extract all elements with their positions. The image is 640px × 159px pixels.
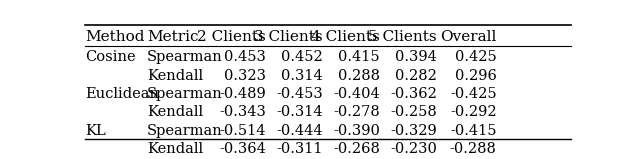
Text: -0.268: -0.268	[333, 142, 380, 156]
Text: 0.453: 0.453	[224, 50, 266, 64]
Text: Kendall: Kendall	[147, 105, 203, 119]
Text: -0.230: -0.230	[390, 142, 437, 156]
Text: -0.343: -0.343	[219, 105, 266, 119]
Text: -0.258: -0.258	[390, 105, 437, 119]
Text: 0.425: 0.425	[455, 50, 497, 64]
Text: -0.364: -0.364	[219, 142, 266, 156]
Text: 0.296: 0.296	[455, 69, 497, 83]
Text: Kendall: Kendall	[147, 69, 203, 83]
Text: 0.323: 0.323	[224, 69, 266, 83]
Text: Euclidean: Euclidean	[85, 87, 159, 101]
Text: 2 Clients: 2 Clients	[197, 30, 266, 44]
Text: Kendall: Kendall	[147, 142, 203, 156]
Text: -0.489: -0.489	[220, 87, 266, 101]
Text: 3 Clients: 3 Clients	[255, 30, 323, 44]
Text: -0.329: -0.329	[390, 124, 437, 138]
Text: -0.514: -0.514	[220, 124, 266, 138]
Text: 0.394: 0.394	[396, 50, 437, 64]
Text: Overall: Overall	[440, 30, 497, 44]
Text: -0.314: -0.314	[276, 105, 323, 119]
Text: Metric: Metric	[147, 30, 198, 44]
Text: -0.288: -0.288	[450, 142, 497, 156]
Text: -0.404: -0.404	[333, 87, 380, 101]
Text: -0.311: -0.311	[276, 142, 323, 156]
Text: 4 Clients: 4 Clients	[311, 30, 380, 44]
Text: 5 Clients: 5 Clients	[369, 30, 437, 44]
Text: -0.425: -0.425	[450, 87, 497, 101]
Text: KL: KL	[85, 124, 106, 138]
Text: 0.282: 0.282	[396, 69, 437, 83]
Text: -0.390: -0.390	[333, 124, 380, 138]
Text: 0.288: 0.288	[338, 69, 380, 83]
Text: -0.444: -0.444	[276, 124, 323, 138]
Text: 0.452: 0.452	[282, 50, 323, 64]
Text: Method: Method	[85, 30, 145, 44]
Text: -0.415: -0.415	[450, 124, 497, 138]
Text: -0.292: -0.292	[450, 105, 497, 119]
Text: 0.415: 0.415	[339, 50, 380, 64]
Text: Spearman: Spearman	[147, 50, 223, 64]
Text: -0.453: -0.453	[276, 87, 323, 101]
Text: -0.278: -0.278	[333, 105, 380, 119]
Text: 0.314: 0.314	[282, 69, 323, 83]
Text: -0.362: -0.362	[390, 87, 437, 101]
Text: Cosine: Cosine	[85, 50, 136, 64]
Text: Spearman: Spearman	[147, 124, 223, 138]
Text: Spearman: Spearman	[147, 87, 223, 101]
